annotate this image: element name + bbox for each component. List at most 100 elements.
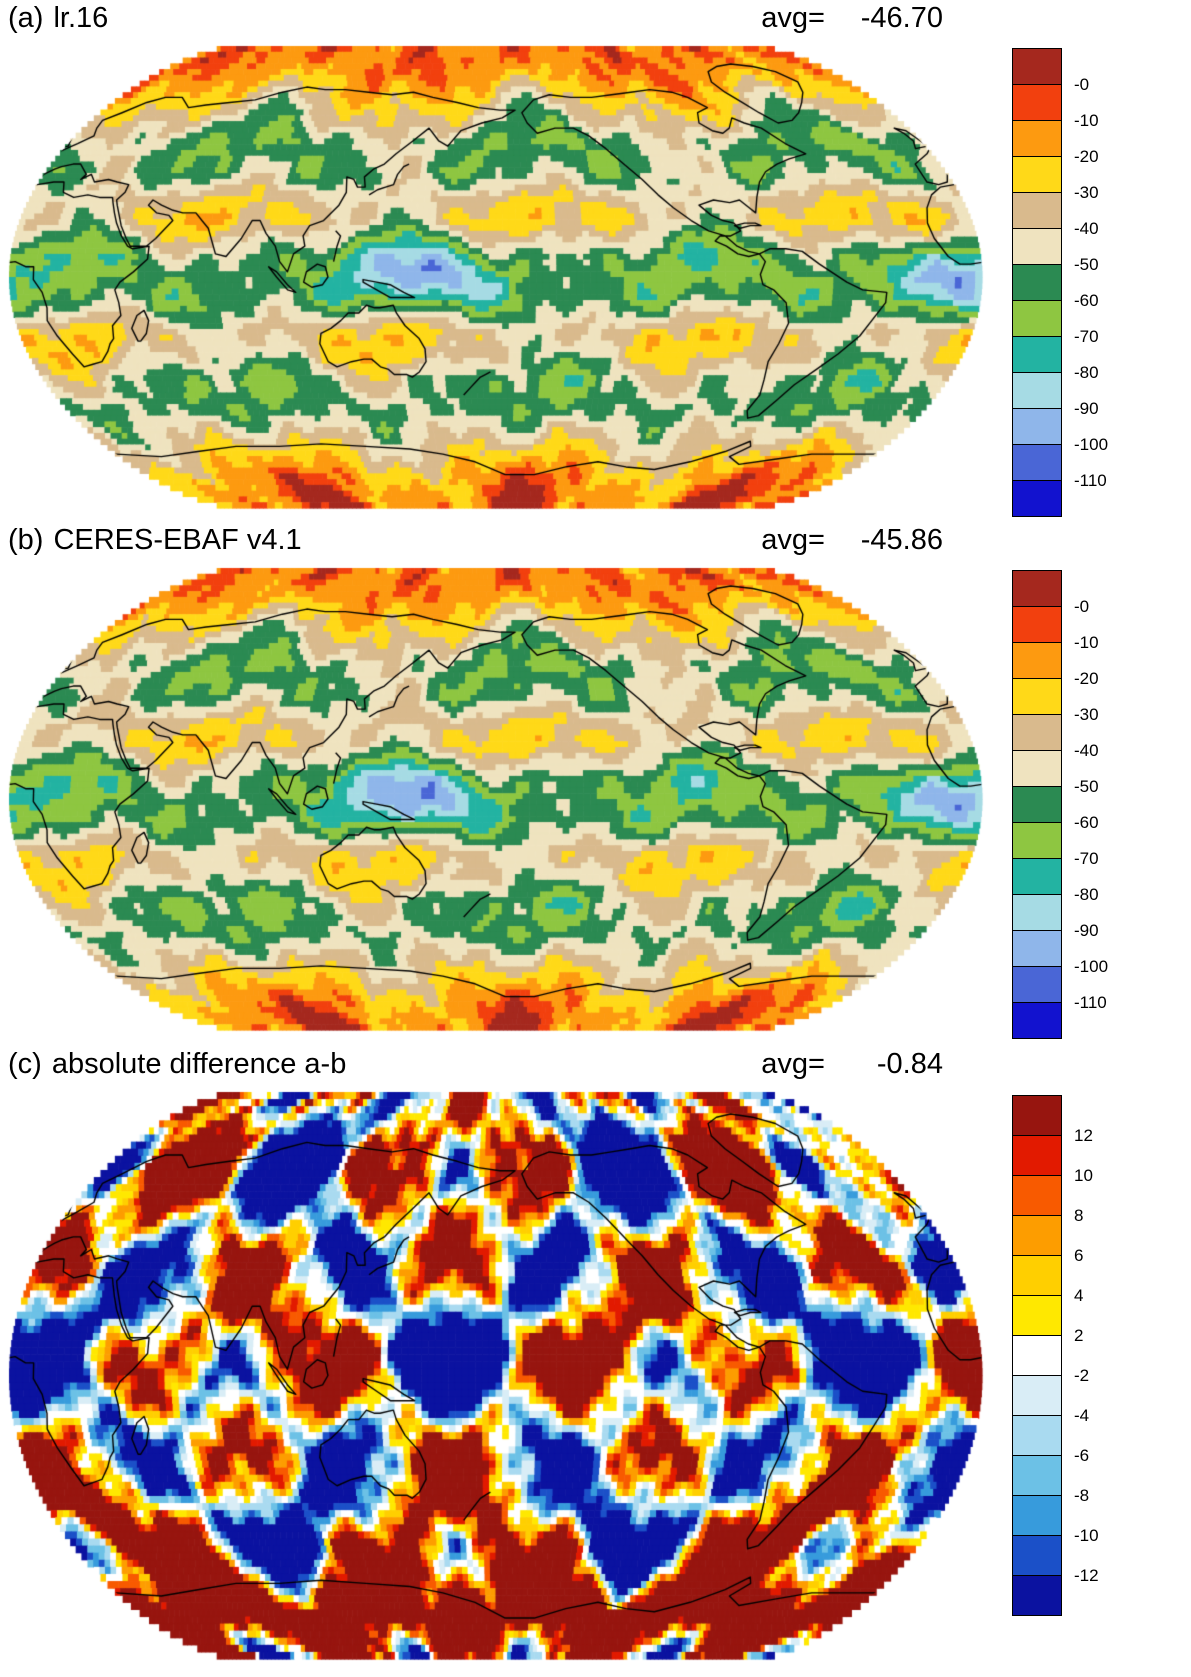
- colorbar-segment: -50: [1012, 228, 1099, 273]
- colorbar-a: -0 -10 -20 -30 -40 -50 -60 -70 -80 -90 -100 -110: [1012, 48, 1108, 517]
- panel-c-avg-value: -0.84: [876, 1048, 943, 1080]
- panel-b-name: CERES-EBAF v4.1: [53, 524, 302, 556]
- panel-b-avg-value: -45.86: [860, 524, 943, 556]
- colorbar-tick-label: -70: [1074, 327, 1099, 346]
- colorbar-segment: 2: [1012, 1295, 1083, 1344]
- map-canvas-b: [3, 564, 988, 1034]
- colorbar-tick-label: -20: [1074, 147, 1099, 166]
- colorbar-segment: -110: [1012, 444, 1107, 489]
- colorbar-segment: 8: [1012, 1175, 1083, 1224]
- colorbar-tick-label: -60: [1074, 813, 1099, 832]
- panel-c-header: (c) absolute difference a-b avg= -0.84: [8, 1048, 943, 1081]
- panel-a: (a) lr.16 avg= -46.70 -0 -10 -20 -30 -40 -50-…: [0, 2, 1191, 522]
- colorbar-segment: -60: [1012, 786, 1099, 831]
- panel-a-name: lr.16: [53, 2, 109, 34]
- colorbar-segment: -80: [1012, 858, 1099, 903]
- colorbar-tick-label: -100: [1074, 957, 1109, 976]
- colorbar-segment: -12: [1012, 1535, 1099, 1584]
- colorbar-segment: -8: [1012, 1455, 1089, 1504]
- colorbar-segment: -0: [1012, 48, 1089, 93]
- colorbar-segment: [1012, 1575, 1062, 1616]
- panel-b-title: (b) CERES-EBAF v4.1: [8, 524, 302, 557]
- colorbar-tick-label: -4: [1074, 1406, 1090, 1425]
- colorbar-tick-label: -0: [1074, 597, 1090, 616]
- colorbar-tick-label: -90: [1074, 921, 1099, 940]
- colorbar-tick-label: -2: [1074, 1366, 1090, 1385]
- colorbar-segment: [1012, 480, 1062, 517]
- map-canvas-c: [3, 1088, 988, 1663]
- panel-a-title: (a) lr.16: [8, 2, 108, 35]
- colorbar-tick-label: -110: [1074, 993, 1107, 1012]
- colorbar-segment: -80: [1012, 336, 1099, 381]
- colorbar-tick-label: 4: [1074, 1286, 1084, 1305]
- colorbar-tick-label: 8: [1074, 1206, 1084, 1225]
- colorbar-tick-label: -10: [1074, 1526, 1099, 1545]
- panel-a-avg-value: -46.70: [860, 2, 943, 34]
- colorbar-segment: -90: [1012, 372, 1099, 417]
- panel-c-label: (c): [8, 1048, 42, 1080]
- colorbar-segment: -4: [1012, 1375, 1089, 1424]
- panel-c: (c) absolute difference a-b avg= -0.84 1…: [0, 1048, 1191, 1677]
- colorbar-tick-label: 2: [1074, 1326, 1084, 1345]
- colorbar-segment: -6: [1012, 1415, 1089, 1464]
- colorbar-tick-label: -50: [1074, 255, 1099, 274]
- panel-c-avg: avg= -0.84: [761, 1048, 943, 1081]
- colorbar-segment: -100: [1012, 408, 1108, 453]
- colorbar-segment: -0: [1012, 570, 1089, 615]
- panel-b: (b) CERES-EBAF v4.1 avg= -45.86 -0 -10 -20…: [0, 524, 1191, 1044]
- panel-b-header: (b) CERES-EBAF v4.1 avg= -45.86: [8, 524, 943, 557]
- panel-a-avg: avg= -46.70: [761, 2, 943, 35]
- colorbar-tick-label: -50: [1074, 777, 1099, 796]
- colorbar-tick-label: -30: [1074, 183, 1099, 202]
- colorbar-segment: -70: [1012, 822, 1099, 867]
- colorbar-tick-label: -60: [1074, 291, 1099, 310]
- colorbar-tick-label: -6: [1074, 1446, 1090, 1465]
- colorbar-segment: -10: [1012, 84, 1099, 129]
- colorbar-segment: -20: [1012, 120, 1099, 165]
- colorbar-segment: 4: [1012, 1255, 1083, 1304]
- colorbar-segment: -90: [1012, 894, 1099, 939]
- colorbar-segment: -30: [1012, 156, 1099, 201]
- panel-b-label: (b): [8, 524, 44, 556]
- colorbar-segment: [1012, 1002, 1062, 1039]
- colorbar-b: -0 -10 -20 -30 -40 -50 -60 -70 -80 -90 -100 -110: [1012, 570, 1108, 1039]
- panel-c-title: (c) absolute difference a-b: [8, 1048, 346, 1081]
- colorbar-segment: -2: [1012, 1335, 1089, 1384]
- colorbar-tick-label: -80: [1074, 885, 1099, 904]
- colorbar-tick-label: 10: [1074, 1166, 1093, 1185]
- map-canvas-a: [3, 42, 988, 512]
- colorbar-tick-label: -12: [1074, 1566, 1099, 1585]
- colorbar-tick-label: -40: [1074, 219, 1099, 238]
- colorbar-tick-label: -70: [1074, 849, 1099, 868]
- colorbar-segment: -10: [1012, 606, 1099, 651]
- colorbar-tick-label: -20: [1074, 669, 1099, 688]
- colorbar-segment: -40: [1012, 714, 1099, 759]
- panel-b-avg: avg= -45.86: [761, 524, 943, 557]
- panel-c-name: absolute difference a-b: [51, 1048, 347, 1080]
- panel-b-avg-label: avg=: [761, 524, 825, 556]
- colorbar-tick-label: -100: [1074, 435, 1109, 454]
- colorbar-tick-label: -0: [1074, 75, 1090, 94]
- colorbar-tick-label: -30: [1074, 705, 1099, 724]
- colorbar-tick-label: -8: [1074, 1486, 1090, 1505]
- colorbar-segment: -100: [1012, 930, 1108, 975]
- colorbar-segment: -60: [1012, 264, 1099, 309]
- colorbar-segment: -20: [1012, 642, 1099, 687]
- colorbar-segment: -10: [1012, 1495, 1099, 1544]
- colorbar-tick-label: -110: [1074, 471, 1107, 490]
- colorbar-tick-label: -80: [1074, 363, 1099, 382]
- panel-a-label: (a): [8, 2, 44, 34]
- colorbar-segment: 10: [1012, 1135, 1093, 1184]
- colorbar-segment: -70: [1012, 300, 1099, 345]
- colorbar-tick-label: 6: [1074, 1246, 1084, 1265]
- colorbar-segment: -110: [1012, 966, 1107, 1011]
- colorbar-tick-label: -40: [1074, 741, 1099, 760]
- colorbar-tick-label: -90: [1074, 399, 1099, 418]
- colorbar-c: 12 10 8 6 4 2 -2 -4 -6 -8 -10 -12: [1012, 1095, 1099, 1616]
- colorbar-segment: -40: [1012, 192, 1099, 237]
- panel-a-avg-label: avg=: [761, 2, 825, 34]
- panel-c-avg-label: avg=: [761, 1048, 825, 1080]
- colorbar-segment: -30: [1012, 678, 1099, 723]
- panel-a-header: (a) lr.16 avg= -46.70: [8, 2, 943, 35]
